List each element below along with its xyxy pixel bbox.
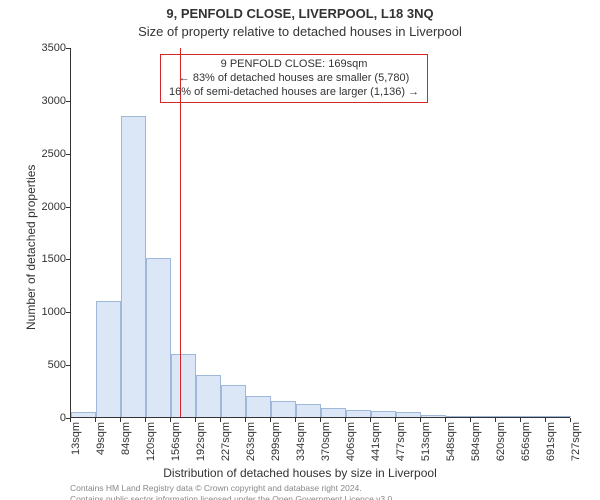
histogram-bar	[196, 375, 221, 417]
y-tick-mark	[66, 48, 70, 49]
x-tick-label: 441sqm	[370, 422, 382, 482]
figure: 9, PENFOLD CLOSE, LIVERPOOL, L18 3NQ Siz…	[0, 0, 600, 500]
marker-annotation: 9 PENFOLD CLOSE: 169sqm ← 83% of detache…	[160, 54, 428, 103]
x-tick-label: 120sqm	[145, 422, 157, 482]
y-tick-mark	[66, 101, 70, 102]
x-tick-label: 620sqm	[495, 422, 507, 482]
y-tick-mark	[66, 312, 70, 313]
histogram-bar	[396, 412, 421, 417]
y-tick-label: 500	[16, 359, 66, 371]
histogram-bar	[446, 416, 471, 417]
x-tick-label: 299sqm	[270, 422, 282, 482]
histogram-bar	[371, 411, 396, 417]
x-tick-label: 548sqm	[445, 422, 457, 482]
histogram-bar	[96, 301, 121, 417]
y-tick-label: 2000	[16, 201, 66, 213]
histogram-bar	[246, 396, 271, 417]
histogram-bar	[296, 404, 321, 417]
x-tick-label: 49sqm	[95, 422, 107, 482]
footer-line-1: Contains HM Land Registry data © Crown c…	[70, 484, 362, 494]
y-axis-label: Number of detached properties	[24, 165, 38, 330]
annotation-line-3: 16% of semi-detached houses are larger (…	[169, 86, 419, 100]
x-tick-label: 584sqm	[470, 422, 482, 482]
annotation-line-2: ← 83% of detached houses are smaller (5,…	[169, 72, 419, 86]
histogram-bar	[171, 354, 196, 417]
y-tick-mark	[66, 154, 70, 155]
histogram-bar	[146, 258, 171, 417]
x-tick-label: 263sqm	[245, 422, 257, 482]
histogram-bar	[471, 416, 496, 417]
histogram-bar	[71, 412, 96, 417]
x-tick-label: 477sqm	[395, 422, 407, 482]
x-tick-label: 156sqm	[170, 422, 182, 482]
y-tick-label: 1000	[16, 306, 66, 318]
y-tick-label: 3500	[16, 42, 66, 54]
x-tick-label: 406sqm	[345, 422, 357, 482]
histogram-bar	[546, 416, 571, 417]
y-tick-label: 2500	[16, 148, 66, 160]
y-tick-label: 3000	[16, 95, 66, 107]
y-tick-label: 1500	[16, 253, 66, 265]
x-tick-label: 192sqm	[195, 422, 207, 482]
x-tick-label: 513sqm	[420, 422, 432, 482]
y-tick-label: 0	[16, 412, 66, 424]
x-tick-label: 334sqm	[295, 422, 307, 482]
x-tick-label: 13sqm	[70, 422, 82, 482]
annotation-line-1: 9 PENFOLD CLOSE: 169sqm	[169, 58, 419, 72]
histogram-bar	[496, 416, 521, 417]
chart-title: Size of property relative to detached ho…	[0, 24, 600, 39]
histogram-bar	[221, 385, 246, 417]
histogram-bar	[521, 416, 546, 417]
address-line: 9, PENFOLD CLOSE, LIVERPOOL, L18 3NQ	[0, 6, 600, 21]
y-tick-mark	[66, 365, 70, 366]
footer-line-2: Contains public sector information licen…	[70, 494, 395, 500]
x-tick-label: 691sqm	[545, 422, 557, 482]
x-tick-label: 84sqm	[120, 422, 132, 482]
y-tick-mark	[66, 207, 70, 208]
x-tick-label: 227sqm	[220, 422, 232, 482]
property-marker-line	[180, 48, 181, 417]
histogram-bar	[346, 410, 371, 417]
y-tick-mark	[66, 259, 70, 260]
x-tick-label: 727sqm	[570, 422, 582, 482]
histogram-bar	[421, 415, 446, 417]
plot-area	[70, 48, 570, 418]
x-tick-label: 370sqm	[320, 422, 332, 482]
histogram-bar	[121, 116, 146, 417]
histogram-bar	[271, 401, 296, 417]
histogram-bar	[321, 408, 346, 418]
x-tick-label: 656sqm	[520, 422, 532, 482]
